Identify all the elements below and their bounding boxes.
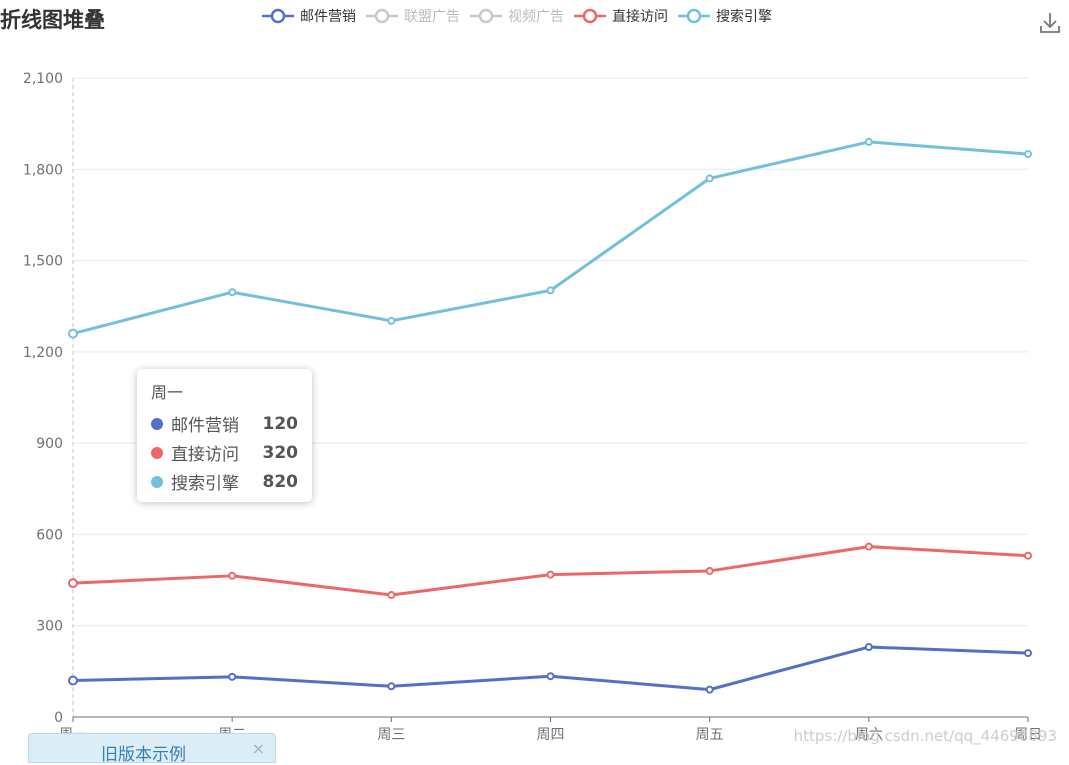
- chart-title: 折线图堆叠: [0, 8, 105, 32]
- tooltip-value: 120: [262, 413, 299, 434]
- legend-line-icon: [678, 8, 710, 24]
- tooltip-dot: [151, 475, 163, 488]
- legend-line-icon: [262, 8, 294, 24]
- x-tick-label: 周四: [537, 727, 565, 743]
- series-line: [72, 645, 1029, 692]
- data-point: [228, 288, 237, 297]
- y-tick-label: 2,100: [23, 71, 63, 87]
- data-point: [546, 570, 555, 579]
- legend-line-icon: [366, 8, 398, 24]
- data-point: [1024, 150, 1032, 159]
- legend: 邮件营销 联盟广告 视频广告 直接访问 搜索引擎: [262, 6, 772, 26]
- data-point: [864, 137, 873, 146]
- tooltip-series-name: 搜索引擎: [171, 474, 239, 494]
- data-point: [68, 578, 78, 589]
- tooltip-value: 320: [262, 442, 299, 463]
- data-point: [387, 590, 396, 599]
- legend-label: 搜索引擎: [716, 9, 772, 25]
- data-point: [228, 672, 237, 681]
- legend-label: 联盟广告: [404, 9, 460, 25]
- data-point: [705, 685, 714, 694]
- data-point: [546, 286, 555, 295]
- legend-label: 邮件营销: [300, 9, 356, 25]
- legend-item[interactable]: 搜索引擎: [678, 6, 772, 26]
- x-tick-label: 周三: [377, 727, 405, 743]
- tooltip-series-name: 直接访问: [171, 445, 239, 465]
- data-point: [387, 316, 396, 325]
- x-tick-label: 周五: [696, 727, 724, 743]
- legend-item[interactable]: 邮件营销: [262, 6, 356, 26]
- tooltip-value: 820: [262, 471, 299, 492]
- legend-line-icon: [470, 8, 502, 24]
- legend-item[interactable]: 联盟广告: [366, 6, 460, 26]
- y-tick-label: 600: [36, 527, 63, 543]
- data-point: [68, 328, 78, 339]
- data-point: [1024, 551, 1032, 560]
- data-point: [228, 571, 237, 580]
- y-tick-label: 1,800: [23, 162, 63, 178]
- old-example-label: 旧版本示例: [101, 745, 186, 765]
- legend-item[interactable]: 直接访问: [574, 6, 668, 26]
- tooltip-title: 周一: [151, 383, 184, 402]
- data-point: [1024, 649, 1032, 658]
- tooltip-series-name: 邮件营销: [171, 416, 239, 436]
- close-icon[interactable]: ×: [251, 739, 265, 758]
- data-point: [864, 643, 873, 652]
- data-point: [705, 566, 714, 575]
- legend-line-icon: [574, 8, 606, 24]
- tooltip: 周一 邮件营销 120 直接访问 320 搜索引擎 820: [137, 369, 312, 502]
- y-tick-label: 1,500: [23, 254, 63, 270]
- watermark: https://blog.csdn.net/qq_44698893: [793, 727, 1057, 745]
- tooltip-row: 直接访问 320: [151, 438, 298, 467]
- y-tick-label: 0: [54, 710, 63, 726]
- tooltip-dot: [151, 417, 163, 430]
- old-example-tab[interactable]: 旧版本示例 ×: [28, 733, 276, 765]
- y-tick-label: 1,200: [23, 345, 63, 361]
- y-tick-label: 300: [36, 619, 63, 635]
- legend-label: 视频广告: [508, 9, 564, 25]
- tooltip-row: 搜索引擎 820: [151, 467, 298, 496]
- legend-label: 直接访问: [612, 9, 668, 25]
- data-point: [387, 682, 396, 691]
- x-tick-label: 周六: [855, 727, 883, 743]
- data-point: [68, 675, 78, 686]
- data-point: [705, 174, 714, 183]
- legend-item[interactable]: 视频广告: [470, 6, 564, 26]
- y-tick-label: 900: [36, 436, 63, 452]
- series-line: [72, 140, 1029, 336]
- data-point: [546, 672, 555, 681]
- download-icon[interactable]: [1037, 10, 1063, 36]
- tooltip-row: 邮件营销 120: [151, 409, 298, 438]
- tooltip-dot: [151, 446, 163, 459]
- x-tick-label: 周日: [1014, 727, 1042, 743]
- data-point: [864, 542, 873, 551]
